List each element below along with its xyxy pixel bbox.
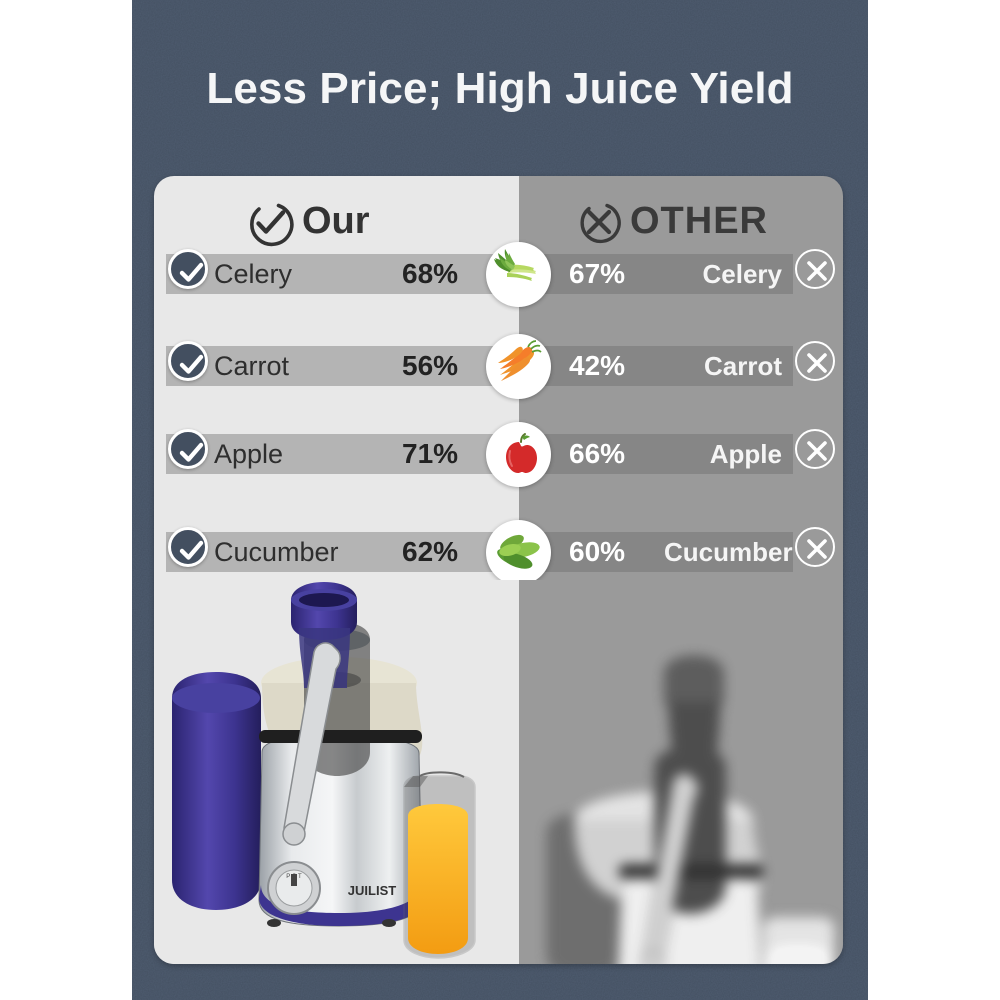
svg-text:JUILIST: JUILIST (348, 883, 396, 898)
